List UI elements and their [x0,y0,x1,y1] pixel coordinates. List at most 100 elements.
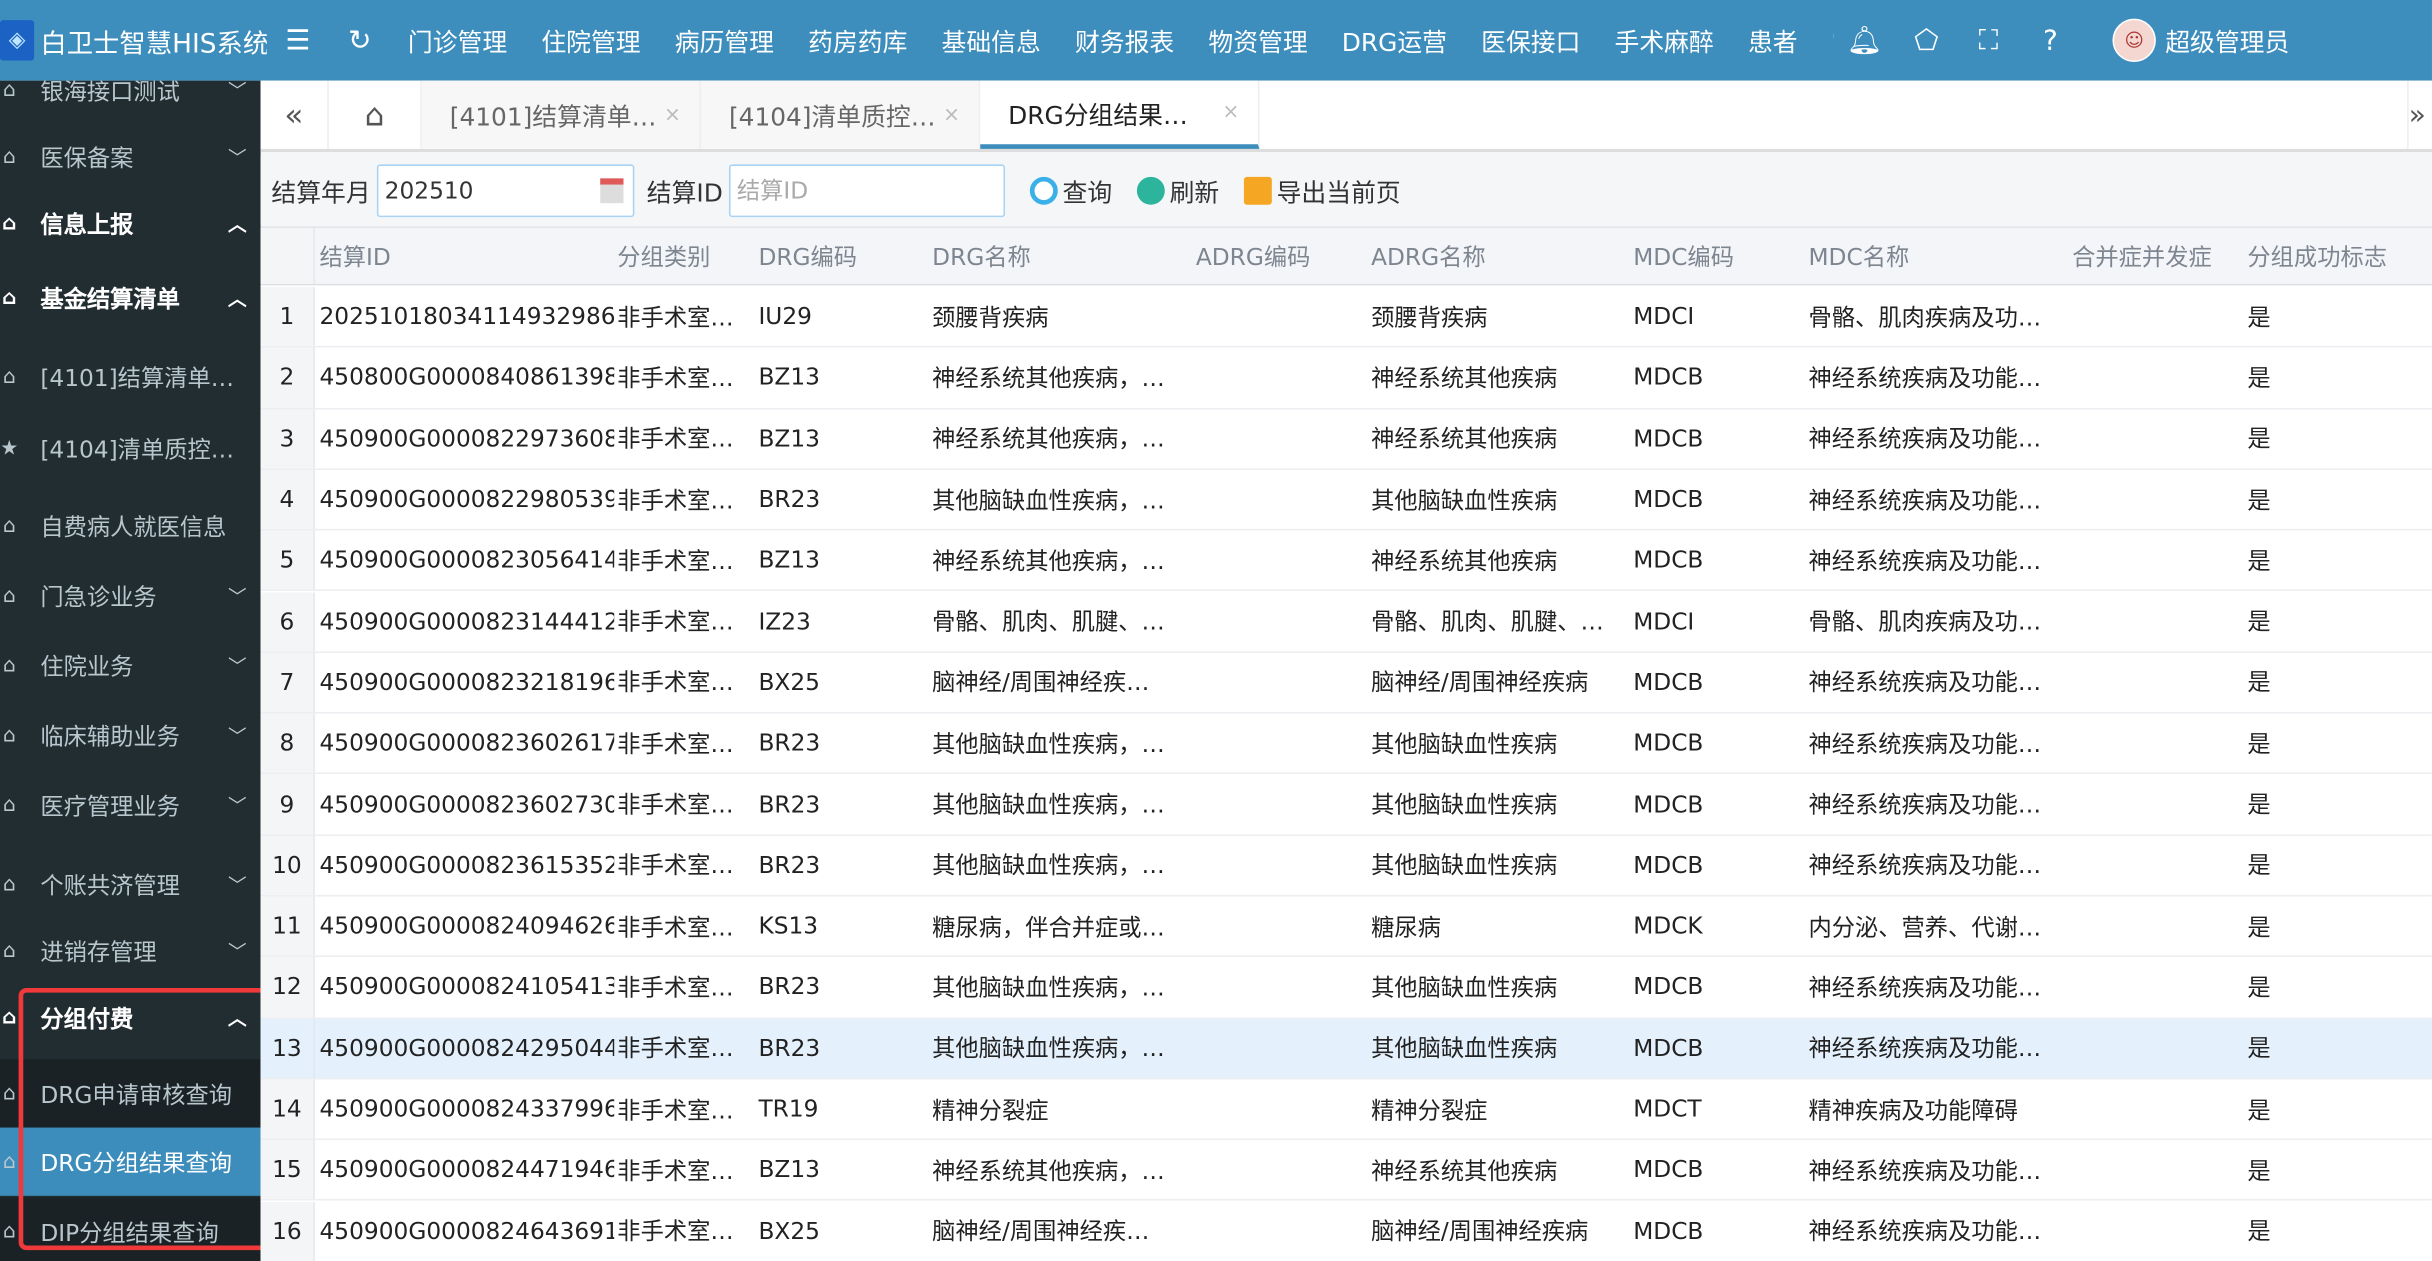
sidebar-item[interactable]: ⌂ 住院业务 ﹀ [0,631,261,699]
column-header[interactable]: ADRG名称 [1371,242,1486,271]
sidebar-item[interactable]: ⌂ 个账共济管理 ﹀ [0,850,261,918]
sidebar-item[interactable]: ⌂ 医保备案 ﹀ [0,123,261,191]
chevron-up-icon[interactable]: ︿ [227,1007,247,1030]
table-row[interactable]: 6 450900G0000823144412 非手术室… IZ23 骨骼、肌肉、肌腱、…… [260,591,2432,653]
sidebar-item[interactable]: ⌂ [4101]结算清单… [0,343,261,411]
table-row[interactable]: 1 20251018034114932986 非手术室… IU29 颈腰背疾病 颈腰背疾病… [260,286,2432,348]
sidebar-item[interactable]: ⌂ 银海接口测试 ﹀ [0,81,261,124]
chevron-down-icon[interactable]: ﹀ [227,873,247,896]
house-icon: ⌂ [2,1081,16,1106]
chevron-down-icon[interactable]: ﹀ [227,146,247,169]
top-menu-item[interactable]: 财务报表 [1074,27,1175,58]
chevron-down-icon[interactable]: ﹀ [227,585,247,608]
top-menu-item[interactable]: GSP [1815,22,1834,59]
top-menu-item[interactable]: 药房药库 [808,27,908,58]
top-menu-item[interactable]: 病历管理 [674,27,775,58]
month-input[interactable]: 202510 [376,163,635,217]
table-row[interactable]: 14 450900G0000824337996 非手术室… TR19 精神分裂症 精神分裂… [260,1079,2432,1141]
table-row[interactable]: 16 450900G0000824643691 非手术室… BX25 脑神经/周围神经疾… [260,1201,2432,1261]
close-icon[interactable]: × [943,103,961,127]
top-menu-item[interactable]: 门诊管理 [407,27,508,58]
sidebar-item[interactable]: ⌂ 基金结算清单 ︿ [0,263,261,332]
tab-item[interactable]: [4104]清单质控… × [701,80,981,149]
column-header[interactable]: 分组成功标志 [2247,242,2388,271]
column-header[interactable]: 分组类别 [617,242,711,271]
sidebar-item[interactable]: ⌂ DRG分组结果查询 [0,1127,261,1196]
query-button[interactable]: 查询 [1029,171,1112,208]
column-header[interactable]: MDC名称 [1808,242,1910,271]
sidebar-item[interactable]: ⌂ 进销存管理 ﹀ [0,917,261,985]
column-header[interactable]: ADRG编码 [1195,242,1311,271]
top-menu-item[interactable]: 医保接口 [1481,27,1581,58]
table-row[interactable]: 7 450900G0000823218196 非手术室… BX25 脑神经/周围神经疾…… [260,652,2432,714]
top-menu-item[interactable]: 物资管理 [1208,27,1308,58]
sidebar-item[interactable]: ⌂ 临床辅助业务 ﹀ [0,701,261,769]
close-icon[interactable]: × [1222,100,1240,125]
export-label: 导出当前页 [1276,177,1401,208]
avatar[interactable]: ☺ [2112,18,2156,63]
sidebar-item-label: 自费病人就医信息 [40,512,227,541]
table-cell: 是 [2247,669,2271,698]
table-cell [1196,775,1367,834]
sidebar-toggle-icon[interactable]: ☰ [285,24,311,57]
table-row[interactable]: 2 450800G0000840861398 非手术室… BZ13 神经系统其他疾病，…… [260,347,2432,409]
help-icon[interactable]: ? [2043,24,2058,57]
column-header[interactable]: MDC编码 [1633,242,1734,271]
sidebar-item[interactable]: ⌂ DIP分组结果查询 [0,1197,261,1261]
table-row[interactable]: 8 450900G0000823602617 非手术室… BR23 其他脑缺血性疾病，…… [260,713,2432,775]
table-row[interactable]: 3 450900G0000822973608 非手术室… BZ13 神经系统其他疾病，…… [260,408,2432,470]
close-icon[interactable]: × [663,103,681,127]
sidebar-item[interactable]: ★ [4104]清单质控… [0,414,261,482]
export-button[interactable]: 导出当前页 [1244,171,1401,208]
chevron-down-icon[interactable]: ﹀ [227,725,247,747]
table-row[interactable]: 9 450900G0000823602730 非手术室… BR23 其他脑缺血性疾病，…… [260,774,2432,836]
column-header[interactable]: DRG名称 [932,242,1031,271]
scroll-right-icon[interactable]: » [2407,80,2432,149]
sidebar-item[interactable]: ⌂ DRG申请审核查询 [0,1059,261,1128]
table-row[interactable]: 5 450900G0000823056414 非手术室… BZ13 神经系统其他疾病，…… [260,530,2432,592]
home-icon[interactable]: ⌂ [329,80,422,149]
fullscreen-icon[interactable]: ⛶ [1978,24,1999,57]
sidebar-item[interactable]: ⌂ 门急诊业务 ﹀ [0,561,261,629]
top-menu-item[interactable]: 患者 [1747,27,1798,58]
chevron-up-icon[interactable]: ︿ [227,287,247,310]
refresh-icon[interactable]: ↻ [348,24,372,57]
row-number: 1 [260,286,315,347]
table-row[interactable]: 11 450900G0000824094626 非手术室… KS13 糖尿病，伴合并症或… [260,896,2432,958]
table-row[interactable]: 15 450900G0000824471946 非手术室… BZ13 神经系统其他疾病，… [260,1140,2432,1202]
row-number: 4 [260,469,315,530]
chevron-up-icon[interactable]: ︿ [227,213,247,235]
column-header[interactable]: 结算ID [319,242,391,271]
table-cell: 神经系统疾病及功能… [1808,547,2042,576]
table-cell: BR23 [758,790,821,819]
column-header[interactable]: DRG编码 [758,242,858,271]
chevron-down-icon[interactable]: ﹀ [227,80,247,102]
chevron-down-icon[interactable]: ﹀ [227,655,247,678]
user-name[interactable]: 超级管理员 [2165,27,2290,58]
table-cell: 神经系统其他疾病，… [932,425,1165,454]
id-input[interactable]: 结算ID [729,163,1006,217]
refresh-button[interactable]: 刷新 [1137,171,1219,208]
top-menu-item[interactable]: 手术麻醉 [1614,27,1714,58]
sidebar-item[interactable]: ⌂ 信息上报 ︿ [0,189,261,258]
top-menu-item[interactable]: DRG运营 [1341,27,1448,58]
sidebar-item[interactable]: ⌂ 自费病人就医信息 [0,492,261,560]
column-header[interactable]: 合并症并发症 [2072,242,2212,271]
tab-item[interactable]: DRG分组结果… × [980,80,1260,149]
tab-item[interactable]: [4101]结算清单… × [421,80,702,149]
tag-icon[interactable]: ⬠ [1914,24,1939,57]
bell-icon[interactable]: 🔔︎ [1846,24,1883,57]
sidebar-item[interactable]: ⌂ 医疗管理业务 ﹀ [0,771,261,839]
table-row[interactable]: 4 450900G0000822980539 非手术室… BR23 其他脑缺血性疾病，…… [260,469,2432,531]
table-row[interactable]: 10 450900G0000823615352 非手术室… BR23 其他脑缺血性疾病，… [260,835,2432,897]
sidebar-item[interactable]: ⌂ 分组付费 ︿ [0,983,261,1052]
table-cell: 450900G0000823144412 [319,607,615,636]
table-row[interactable]: 12 450900G0000824105413 非手术室… BR23 其他脑缺血性疾病，… [260,957,2432,1019]
top-menu-item[interactable]: 住院管理 [541,27,641,58]
scroll-left-icon[interactable]: « [261,80,329,149]
calendar-icon[interactable] [600,177,624,203]
table-row[interactable]: 13 450900G0000824295044 非手术室… BR23 其他脑缺血性疾病，… [260,1018,2432,1080]
top-menu-item[interactable]: 基础信息 [941,27,1041,58]
chevron-down-icon[interactable]: ﹀ [227,794,247,817]
chevron-down-icon[interactable]: ﹀ [227,940,247,963]
